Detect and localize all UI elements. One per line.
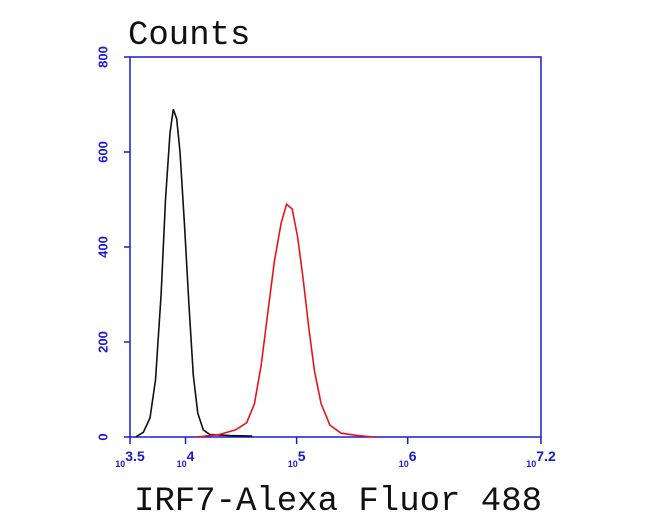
y-tick-label: 0 xyxy=(95,433,110,440)
x-tick-exponent: 5 xyxy=(298,448,306,464)
x-tick-exponent: 6 xyxy=(409,448,417,464)
y-tick-label: 400 xyxy=(95,236,110,258)
x-tick-base: 10 xyxy=(288,459,298,469)
y-tick-label: 600 xyxy=(95,141,110,163)
histogram-line xyxy=(196,202,375,438)
x-tick-base: 10 xyxy=(115,459,125,469)
y-axis-title: Counts xyxy=(128,17,250,55)
x-tick-label: 105 xyxy=(288,448,306,469)
histogram-line xyxy=(135,109,253,438)
plot-frame xyxy=(129,56,542,438)
x-tick-base: 10 xyxy=(177,459,187,469)
x-tick-label: 104 xyxy=(177,448,195,469)
x-tick-exponent: 7.2 xyxy=(536,448,556,464)
x-tick-base: 10 xyxy=(526,459,536,469)
x-tick-label: 107.2 xyxy=(526,448,556,469)
y-tick-label: 800 xyxy=(95,46,110,68)
x-tick-exponent: 4 xyxy=(187,448,195,464)
x-tick-base: 10 xyxy=(399,459,409,469)
y-tick-label: 200 xyxy=(95,331,110,353)
x-tick-label: 106 xyxy=(399,448,417,469)
x-tick-exponent: 3.5 xyxy=(125,448,145,464)
x-axis-title: IRF7-Alexa Fluor 488 xyxy=(134,483,542,521)
x-tick-label: 103.5 xyxy=(115,448,145,469)
